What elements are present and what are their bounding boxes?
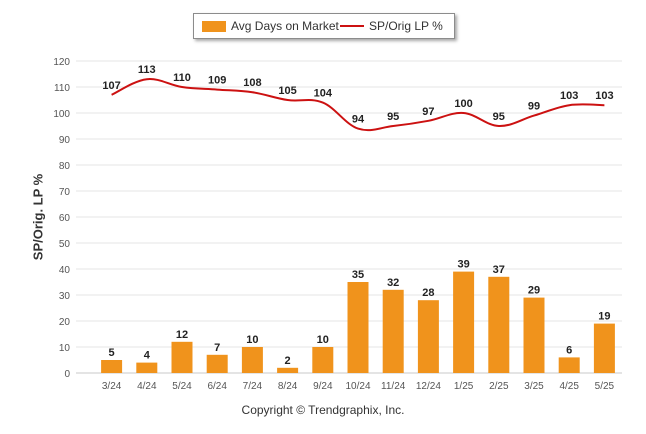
bar [312,347,334,373]
y-tick-label: 40 [59,265,71,276]
bar-data-label: 19 [598,311,610,323]
bar-data-label: 2 [285,355,291,367]
data-labels: 5 4 12 7 10 2 10 35 32 28 39 37 29 6 19 107 113 110 109 108… [102,64,613,367]
bar [593,323,615,373]
bar [558,357,580,373]
x-tick-label: 3/25 [524,381,544,392]
bar [417,300,439,373]
bar-data-label: 7 [214,342,220,354]
x-tick-label: 6/24 [207,381,227,392]
line-data-label: 100 [454,98,472,110]
gridlines [76,60,622,374]
x-tick-label: 2/25 [489,381,509,392]
y-tick-label: 60 [59,213,71,224]
bar [206,354,228,373]
x-tick-label: 1/25 [454,381,474,392]
line-data-label: 108 [243,77,261,89]
bar [277,367,299,373]
bar-data-label: 10 [317,334,329,346]
bar [136,362,158,373]
x-tick-label: 10/24 [345,381,370,392]
legend: Avg Days on Market SP/Orig LP % [193,13,455,39]
line-data-label: 95 [387,111,399,123]
x-tick-label: 4/25 [559,381,579,392]
x-tick-label: 5/25 [595,381,615,392]
line-series [111,78,605,132]
y-tick-label: 10 [59,343,71,354]
line-data-label: 105 [278,85,296,97]
line-data-label: 103 [595,90,613,102]
y-tick-label: 30 [59,291,71,302]
bar-data-label: 28 [422,287,434,299]
legend-bar-swatch [202,21,226,32]
y-tick-label: 0 [64,369,70,380]
y-axis-ticks: 0 10 20 30 40 50 60 70 80 90 100 110 120 [53,57,70,380]
bar-data-label: 12 [176,329,188,341]
line-data-label: 103 [560,90,578,102]
x-tick-label: 4/24 [137,381,157,392]
legend-line-swatch [340,25,364,27]
copyright-text: Copyright © Trendgraphix, Inc. [241,403,405,417]
line-data-label: 95 [493,111,505,123]
x-tick-label: 11/24 [381,381,406,392]
bar [382,289,404,373]
bar-data-label: 35 [352,269,364,281]
line-data-label: 99 [528,101,540,113]
y-tick-label: 110 [54,83,70,94]
bar-data-label: 32 [387,277,399,289]
bar [488,276,510,373]
line-data-label: 113 [138,64,156,76]
y-tick-label: 120 [53,57,70,68]
y-tick-label: 70 [59,187,71,198]
x-tick-label: 3/24 [102,381,122,392]
line-series-path [111,78,605,132]
y-tick-label: 100 [53,109,70,120]
legend-line-label[interactable]: SP/Orig LP % [369,19,443,33]
x-tick-label: 9/24 [313,381,333,392]
y-tick-label: 80 [59,161,71,172]
bar [101,360,123,373]
bar-data-label: 39 [457,259,469,271]
x-tick-label: 12/24 [416,381,441,392]
bar-series [101,271,615,373]
line-data-label: 107 [102,80,120,92]
bar-data-label: 6 [566,344,572,356]
x-axis-ticks: 3/24 4/24 5/24 6/24 7/24 8/24 9/24 10/24 11/24 12… [102,381,615,392]
bar [241,347,263,373]
y-tick-label: 20 [59,317,71,328]
x-tick-label: 5/24 [172,381,192,392]
line-data-label: 110 [173,72,191,84]
legend-bar-label[interactable]: Avg Days on Market [231,19,339,33]
bar-data-label: 29 [528,285,540,297]
line-data-label: 104 [314,88,333,100]
line-data-label: 94 [352,114,365,126]
x-tick-label: 7/24 [243,381,263,392]
bar [453,271,475,373]
bar-data-label: 37 [493,264,505,276]
bar-data-label: 4 [144,350,151,362]
y-tick-label: 50 [59,239,71,250]
line-data-label: 97 [422,106,434,118]
bar [523,297,545,373]
bar-data-label: 5 [109,347,115,359]
bar-data-label: 10 [246,334,258,346]
bar [347,282,369,373]
y-axis-label: SP/Orig. LP % [30,173,46,261]
line-data-label: 109 [208,75,226,87]
bar [171,341,193,373]
y-tick-label: 90 [59,135,71,146]
x-tick-label: 8/24 [278,381,298,392]
